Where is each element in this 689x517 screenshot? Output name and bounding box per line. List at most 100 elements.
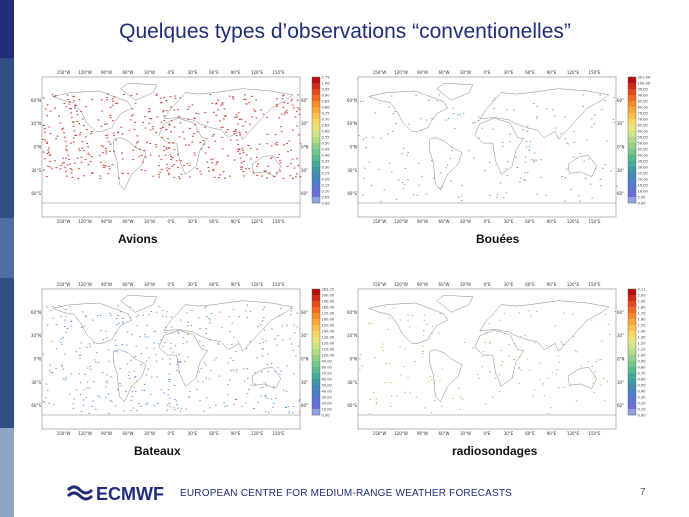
observation-point bbox=[135, 356, 137, 357]
observation-point bbox=[227, 155, 229, 157]
observation-point bbox=[259, 342, 261, 344]
observation-point bbox=[478, 137, 481, 139]
colorbar-tick-label: 0.00 bbox=[322, 201, 331, 205]
observation-point bbox=[130, 410, 133, 411]
lon-tick-label-top: 60°W bbox=[438, 70, 449, 75]
strip-block-4 bbox=[0, 278, 14, 428]
lon-tick-label-top: 120°W bbox=[78, 70, 92, 75]
observation-point bbox=[593, 392, 596, 394]
colorbar-segment bbox=[312, 373, 320, 380]
observation-point bbox=[55, 167, 58, 169]
colorbar-tick-label: 40.00 bbox=[638, 153, 649, 157]
observation-point bbox=[153, 348, 155, 350]
observation-point bbox=[47, 389, 49, 391]
map-panel-bouees: 150°W 150°W 120°W 120°W 90°W 90°W 60°W 60°W 30°W… bbox=[346, 65, 656, 245]
observation-point bbox=[145, 374, 148, 376]
observation-point bbox=[170, 120, 173, 122]
observation-point bbox=[428, 100, 430, 101]
observation-point bbox=[51, 340, 54, 342]
observation-point bbox=[198, 317, 200, 319]
observation-point bbox=[286, 142, 288, 144]
observation-point bbox=[375, 403, 378, 405]
observation-point bbox=[378, 169, 380, 170]
lon-tick-label-top: 120°E bbox=[567, 282, 580, 287]
observation-point bbox=[536, 117, 538, 119]
observation-point bbox=[459, 113, 461, 115]
lon-tick-label-bottom: 60°W bbox=[122, 431, 133, 436]
observation-point bbox=[224, 115, 226, 117]
observation-point bbox=[59, 168, 62, 170]
observation-point bbox=[607, 324, 610, 325]
observation-point bbox=[262, 309, 264, 311]
observation-point bbox=[64, 379, 67, 381]
colorbar-tick-label: 1.80 bbox=[638, 305, 647, 309]
lon-tick-label-top: 60°E bbox=[525, 70, 535, 75]
colorbar-segment bbox=[312, 385, 320, 392]
observation-point bbox=[156, 376, 158, 378]
observation-point bbox=[289, 314, 292, 316]
observation-point bbox=[236, 139, 239, 141]
observation-point bbox=[534, 152, 536, 154]
observation-point bbox=[169, 363, 171, 365]
observation-point bbox=[97, 362, 100, 363]
colorbar-tick-label: 100.00 bbox=[322, 353, 335, 357]
observation-point bbox=[238, 148, 240, 150]
observation-point bbox=[518, 383, 521, 385]
observation-point bbox=[525, 146, 528, 148]
observation-point bbox=[62, 157, 65, 159]
observation-point bbox=[215, 114, 218, 116]
observation-point bbox=[591, 126, 593, 128]
observation-point bbox=[65, 377, 68, 379]
observation-point bbox=[215, 102, 218, 104]
observation-point bbox=[179, 178, 181, 180]
observation-point bbox=[531, 159, 533, 161]
observation-point bbox=[174, 97, 177, 99]
observation-point bbox=[506, 175, 509, 177]
observation-point bbox=[151, 376, 153, 378]
observation-point bbox=[426, 323, 428, 325]
observation-point bbox=[276, 344, 278, 346]
colorbar-tick-label: 0.25 bbox=[322, 171, 330, 175]
observation-point bbox=[80, 410, 83, 412]
observation-point bbox=[527, 172, 529, 173]
observation-point bbox=[142, 121, 145, 123]
observation-point bbox=[173, 176, 176, 178]
observation-point bbox=[51, 372, 54, 374]
lon-tick-label-bottom: 90°E bbox=[231, 219, 241, 224]
observation-point bbox=[388, 162, 391, 164]
observation-point bbox=[365, 147, 367, 148]
observation-point bbox=[167, 138, 169, 140]
observation-point bbox=[43, 128, 46, 130]
observation-point bbox=[85, 106, 87, 108]
colorbar-tick-label: 0.60 bbox=[322, 129, 331, 133]
observation-point bbox=[460, 396, 462, 398]
observation-point bbox=[170, 326, 173, 328]
observation-point bbox=[170, 342, 172, 344]
observation-point bbox=[116, 324, 118, 326]
observation-point bbox=[140, 364, 142, 366]
observation-point bbox=[195, 112, 197, 114]
observation-point bbox=[101, 145, 103, 147]
observation-point bbox=[162, 149, 165, 151]
observation-point bbox=[485, 403, 487, 405]
observation-point bbox=[48, 369, 51, 371]
observation-point bbox=[139, 148, 141, 150]
observation-point bbox=[496, 196, 498, 198]
observation-point bbox=[601, 109, 603, 110]
observation-point bbox=[242, 150, 244, 152]
colorbar-tick-label: 1.60 bbox=[638, 317, 647, 321]
observation-point bbox=[496, 194, 499, 196]
colorbar-tick-label: 1.50 bbox=[638, 323, 647, 327]
observation-point bbox=[254, 110, 257, 112]
observation-point bbox=[109, 400, 112, 401]
observation-point bbox=[221, 327, 223, 329]
observation-point bbox=[100, 125, 103, 127]
colorbar-frame bbox=[627, 288, 637, 416]
observation-point bbox=[372, 137, 374, 138]
observation-point bbox=[246, 304, 248, 306]
lon-tick-label-bottom: 120°E bbox=[251, 219, 264, 224]
observation-point bbox=[403, 366, 406, 367]
colorbar-tick-label: 1.70 bbox=[638, 311, 647, 315]
lon-tick-label-top: 90°W bbox=[417, 70, 428, 75]
observation-point bbox=[579, 153, 582, 154]
